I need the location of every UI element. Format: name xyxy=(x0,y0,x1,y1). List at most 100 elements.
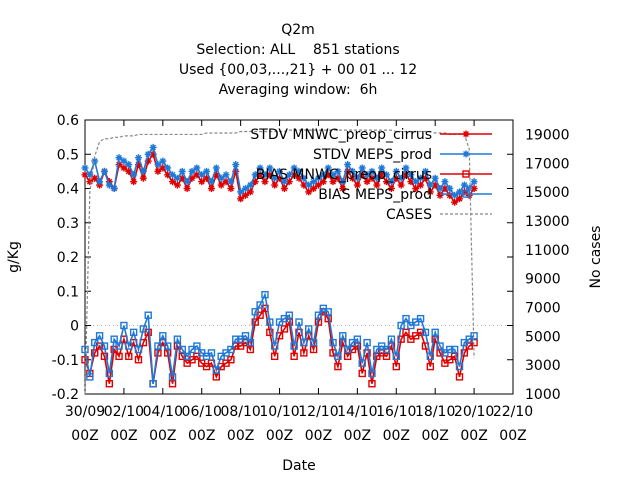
data-point xyxy=(183,185,191,192)
x-tick-hour: 00Z xyxy=(266,428,293,444)
data-point xyxy=(363,338,371,347)
data-point xyxy=(237,188,245,196)
x-tick-date: 08/10 xyxy=(220,404,260,420)
legend-marker xyxy=(462,130,470,138)
data-point xyxy=(402,328,410,337)
data-point xyxy=(144,157,152,165)
data-point xyxy=(105,181,113,189)
data-point xyxy=(232,167,240,175)
data-point xyxy=(212,171,220,179)
data-point xyxy=(227,345,235,354)
legend-label: BIAS MNWC_preop_cirrus xyxy=(256,167,432,183)
data-point xyxy=(183,352,191,361)
data-point xyxy=(441,185,449,192)
data-point xyxy=(163,342,172,350)
data-point xyxy=(392,352,400,361)
data-point xyxy=(130,171,138,179)
data-point xyxy=(339,185,347,192)
data-point xyxy=(110,185,118,192)
data-point xyxy=(397,321,405,330)
data-point xyxy=(154,167,162,175)
data-point xyxy=(91,349,99,357)
series-0 xyxy=(81,150,478,206)
data-point xyxy=(135,154,142,162)
y2-tick-label: 11000 xyxy=(525,243,570,259)
data-point xyxy=(305,188,313,196)
data-point xyxy=(139,325,148,333)
data-point xyxy=(368,369,376,378)
data-point xyxy=(251,318,259,326)
data-point xyxy=(125,342,133,350)
data-point xyxy=(392,167,400,175)
data-point xyxy=(173,335,182,343)
data-point xyxy=(285,178,293,186)
data-point xyxy=(276,174,284,182)
data-point xyxy=(168,373,177,381)
data-point xyxy=(251,178,259,186)
data-point xyxy=(334,352,342,361)
data-point xyxy=(358,359,366,367)
data-point xyxy=(149,150,157,158)
data-point xyxy=(397,174,405,182)
data-point xyxy=(421,167,429,175)
data-point xyxy=(271,174,279,182)
data-point xyxy=(115,352,123,361)
data-point xyxy=(412,178,420,186)
data-point xyxy=(402,171,410,179)
data-point xyxy=(382,345,391,354)
data-point xyxy=(455,373,464,381)
x-tick-hour: 00Z xyxy=(344,428,371,444)
data-point xyxy=(261,171,269,179)
legend-label: CASES xyxy=(386,207,432,223)
data-point xyxy=(465,185,473,192)
y2-tick-label: 9000 xyxy=(525,272,561,288)
data-point xyxy=(144,150,152,158)
series-layer xyxy=(81,129,478,395)
y-tick-label: 0.3 xyxy=(57,216,79,232)
y2-axis-label: No cases xyxy=(588,226,604,289)
x-tick-date: 30/09 xyxy=(65,404,105,420)
data-point xyxy=(392,362,400,371)
data-point xyxy=(455,362,464,371)
data-point xyxy=(363,178,371,186)
data-point xyxy=(309,345,318,354)
data-point xyxy=(446,345,454,354)
data-point xyxy=(154,161,162,169)
data-point xyxy=(256,164,264,172)
legend-label: STDV MEPS_prod xyxy=(313,147,432,163)
x-axis-label: Date xyxy=(282,458,315,474)
data-point xyxy=(193,164,201,172)
title-line-4: Averaging window: 6h xyxy=(219,82,378,98)
x-tick-date: 12/10 xyxy=(298,404,338,420)
data-point xyxy=(81,164,89,172)
data-point xyxy=(154,342,162,350)
data-point xyxy=(353,335,362,343)
data-point xyxy=(81,345,89,354)
data-point xyxy=(203,167,211,175)
y-tick-label: -0.2 xyxy=(52,387,79,403)
series-3 xyxy=(81,290,478,388)
data-point xyxy=(290,164,298,172)
data-point xyxy=(212,366,221,374)
data-point xyxy=(178,174,186,182)
data-point xyxy=(451,191,459,199)
y-tick-label: 0 xyxy=(70,319,79,335)
x-tick-hour: 00Z xyxy=(460,428,487,444)
data-point xyxy=(81,171,89,179)
x-tick-hour: 00Z xyxy=(71,428,98,444)
data-point xyxy=(120,321,128,330)
data-point xyxy=(280,178,288,186)
data-point xyxy=(407,178,415,186)
data-point xyxy=(426,352,435,361)
data-point xyxy=(91,338,99,347)
data-point xyxy=(334,174,342,182)
data-point xyxy=(91,174,99,182)
legend-label: STDV MNWC_preop_cirrus xyxy=(250,127,432,143)
data-point xyxy=(100,342,109,350)
data-point xyxy=(173,181,181,189)
data-point xyxy=(256,301,264,309)
data-point xyxy=(261,290,269,299)
data-point xyxy=(305,181,313,189)
x-tick-date: 16/10 xyxy=(376,404,416,420)
series-4 xyxy=(84,129,475,395)
